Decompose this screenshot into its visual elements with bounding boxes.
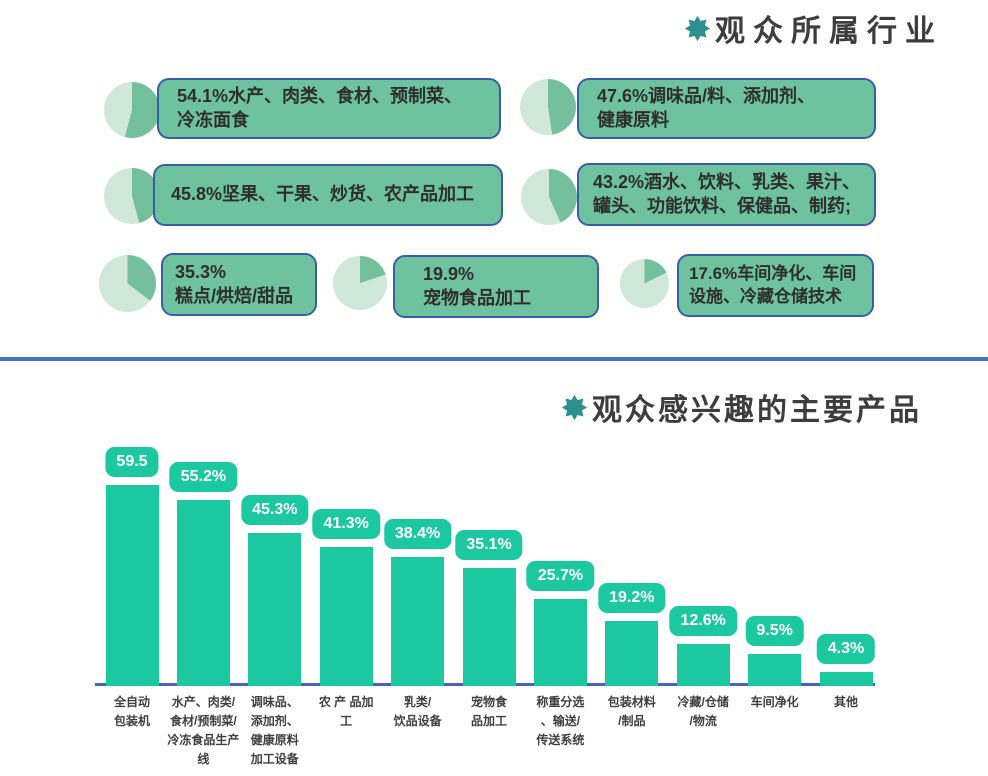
bar [391, 557, 445, 686]
industry-stat-box: 19.9% 宠物食品加工 [393, 255, 599, 318]
bar-value-badge: 59.5 [105, 447, 159, 477]
industries-title-text: 观众所属行业 [715, 15, 943, 48]
bar [533, 599, 587, 686]
bar-value-badge: 12.6% [669, 606, 737, 636]
industry-stat-box: 54.1%水产、肉类、食材、预制菜、 冷冻面食 [157, 78, 501, 139]
pie-icon [104, 82, 160, 138]
bar-value-badge: 55.2% [169, 462, 238, 492]
bar-category-label: 其他 [833, 695, 858, 709]
industry-stat-box: 45.8%坚果、干果、炒货、农产品加工 [153, 164, 503, 226]
bar-value-badge: 38.4% [383, 519, 452, 549]
bar-category-label: 称重分选 、输送/ 传送系统 [536, 695, 585, 747]
pie-icon [333, 256, 387, 310]
pie-icon [99, 255, 156, 312]
bar-value-badge: 45.3% [241, 495, 309, 525]
bar-value-badge: 41.3% [312, 509, 380, 539]
products-title: 观众感兴趣的主要产品 [561, 385, 922, 429]
bar-category-label: 水产、肉类/ 食材/预制菜/ 冷冻食品生产 线 [167, 695, 240, 766]
bar-category-label: 调味品、 添加剂、 健康原料 加工设备 [250, 695, 299, 766]
bar [105, 485, 159, 686]
industry-stat-box: 17.6%车间净化、车间 设施、冷藏仓储技术 [677, 254, 874, 317]
star-icon [684, 15, 711, 41]
bar [676, 644, 730, 686]
section-divider [0, 357, 988, 361]
bar [605, 621, 659, 686]
bar-category-label: 乳类/ 饮品设备 [393, 695, 442, 728]
bar-value-badge: 4.3% [816, 634, 876, 664]
bar-category-label: 冷藏/仓储 /物流 [677, 695, 729, 728]
products-title-text: 观众感兴趣的主要产品 [592, 394, 922, 427]
star-icon [561, 394, 588, 420]
pie-icon [620, 259, 669, 308]
bar [462, 568, 516, 686]
industries-title: 观众所属行业 [684, 6, 943, 50]
bar-category-label: 农 产 品加 工 [318, 695, 374, 728]
bar-value-badge: 19.2% [598, 583, 666, 613]
bar [176, 500, 230, 686]
bar-value-badge: 9.5% [745, 616, 804, 646]
industry-stat-box: 43.2%酒水、饮料、乳类、果汁、 罐头、功能饮料、保健品、制药; [577, 163, 876, 226]
bar-value-badge: 35.1% [455, 530, 523, 560]
pie-icon [520, 79, 576, 135]
bar-category-label: 包装材料 /制品 [607, 695, 656, 728]
bar-category-label: 车间净化 [750, 695, 799, 709]
industry-stat-box: 47.6%调味品/料、添加剂、 健康原料 [577, 78, 876, 139]
pie-icon [521, 169, 577, 225]
bar [248, 533, 302, 686]
bar-value-badge: 25.7% [526, 561, 595, 591]
industry-stat-box: 35.3% 糕点/烘焙/甜品 [161, 253, 317, 316]
bar [319, 547, 373, 686]
bar-category-label: 宠物食 品加工 [470, 695, 507, 728]
bar-category-label: 全自动 包装机 [113, 695, 150, 728]
bar [819, 672, 873, 686]
pie-icon [104, 168, 160, 224]
bar [748, 654, 802, 686]
